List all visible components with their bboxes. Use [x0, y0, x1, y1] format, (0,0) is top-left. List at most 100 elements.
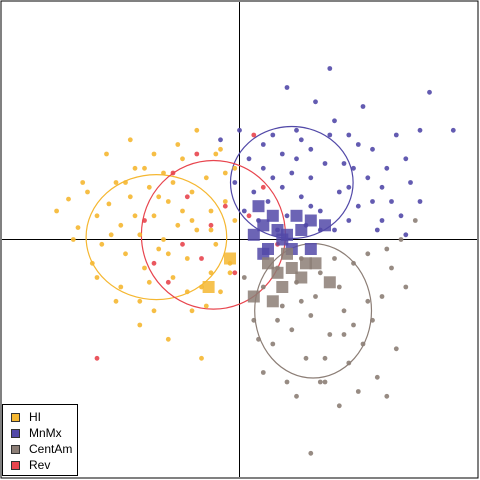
centroid-mnmx	[257, 219, 270, 232]
legend-swatch	[11, 428, 20, 438]
centroid-mnmx	[304, 214, 317, 227]
point-hi	[189, 308, 195, 314]
point-hi	[106, 201, 112, 207]
point-hi	[99, 241, 105, 247]
point-centam	[308, 313, 314, 318]
point-mnmx	[265, 199, 271, 204]
centroid-mnmx	[290, 209, 303, 222]
point-mnmx	[374, 227, 380, 233]
point-hi	[203, 175, 209, 181]
point-hi	[104, 151, 109, 157]
point-mnmx	[370, 146, 375, 152]
point-centam	[398, 237, 404, 242]
point-rev	[94, 355, 100, 361]
point-centam	[393, 346, 399, 352]
point-rev	[222, 203, 228, 209]
point-mnmx	[389, 199, 394, 204]
legend-swatch	[11, 412, 20, 422]
point-mnmx	[332, 118, 337, 124]
point-centam	[308, 450, 314, 456]
point-hi	[127, 137, 133, 143]
point-mnmx	[355, 203, 361, 209]
point-hi	[175, 142, 181, 147]
point-centam	[384, 246, 390, 252]
point-hi	[199, 355, 204, 361]
point-hi	[175, 222, 181, 228]
point-mnmx	[294, 127, 299, 133]
point-hi	[232, 165, 238, 171]
point-hi	[123, 180, 128, 185]
point-hi	[208, 227, 214, 233]
point-centam	[403, 284, 409, 290]
centroid-mnmx	[252, 200, 265, 213]
point-centam	[336, 284, 342, 290]
centroid-centam	[300, 257, 312, 270]
point-rev	[170, 170, 176, 176]
point-hi	[170, 180, 176, 185]
point-hi	[194, 127, 200, 133]
point-centam	[351, 260, 356, 266]
point-hi	[208, 270, 214, 276]
point-centam	[317, 379, 323, 385]
point-hi	[137, 322, 143, 328]
point-hi	[132, 213, 138, 219]
point-centam	[303, 355, 309, 361]
legend-label: MnMx	[29, 426, 62, 440]
point-mnmx	[232, 180, 238, 185]
point-hi	[161, 170, 166, 176]
point-centam	[379, 294, 385, 299]
point-centam	[275, 317, 280, 323]
point-mnmx	[308, 203, 314, 209]
point-mnmx	[270, 175, 276, 181]
point-hi	[127, 194, 133, 200]
point-hi	[89, 260, 95, 266]
point-rev	[180, 241, 185, 247]
point-mnmx	[260, 142, 266, 147]
point-mnmx	[351, 165, 356, 171]
point-hi	[151, 308, 157, 314]
point-mnmx	[370, 199, 375, 204]
point-centam	[374, 374, 380, 380]
centroid-centam	[266, 295, 279, 308]
point-mnmx	[403, 156, 409, 162]
point-hi	[194, 227, 200, 233]
point-mnmx	[241, 208, 247, 214]
point-hi	[137, 232, 143, 238]
point-rev	[165, 279, 171, 285]
point-mnmx	[355, 142, 361, 147]
point-centam	[251, 317, 257, 323]
point-hi	[108, 232, 114, 238]
point-centam	[260, 284, 266, 290]
point-hi	[165, 251, 171, 257]
point-centam	[313, 294, 318, 299]
point-hi	[184, 256, 190, 261]
point-rev	[246, 213, 252, 219]
point-hi	[180, 156, 185, 162]
point-hi	[94, 213, 100, 219]
point-hi	[170, 275, 176, 280]
point-hi	[161, 237, 166, 242]
point-hi	[80, 180, 86, 185]
point-mnmx	[289, 170, 295, 176]
point-centam	[284, 379, 290, 385]
point-centam	[332, 256, 337, 261]
point-rev	[184, 194, 190, 200]
point-rev	[142, 218, 147, 223]
point-hi	[213, 241, 219, 247]
point-mnmx	[308, 146, 314, 152]
legend-item-mnmx: MnMx	[11, 425, 77, 441]
point-hi	[151, 151, 157, 157]
point-centam	[260, 370, 266, 375]
point-hi	[85, 189, 90, 195]
point-hi	[218, 289, 223, 295]
point-hi	[189, 189, 195, 195]
point-mnmx	[346, 218, 352, 223]
point-hi	[142, 265, 147, 271]
point-mnmx	[237, 127, 242, 133]
point-hi	[156, 246, 162, 252]
point-mnmx	[308, 175, 314, 181]
point-mnmx	[298, 137, 304, 143]
point-centam	[370, 317, 375, 323]
